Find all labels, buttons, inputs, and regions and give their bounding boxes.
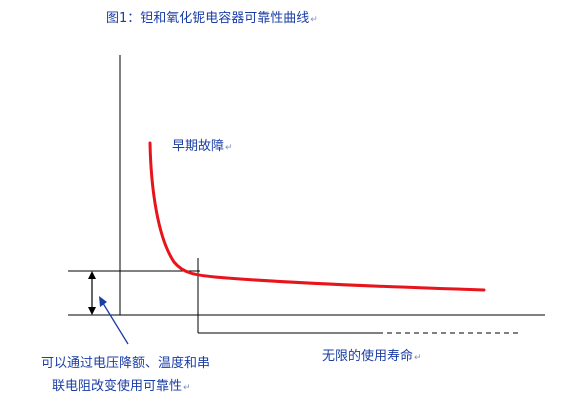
return-mark-icon: ↵ <box>414 353 422 363</box>
range-arrow-head-up <box>88 271 96 279</box>
pointer-arrow-shaft <box>100 299 129 345</box>
early-failure-label: 早期故障↵ <box>172 139 233 154</box>
unlimited-life-label: 无限的使用寿命↵ <box>322 349 422 364</box>
return-mark-icon: ↵ <box>225 143 233 153</box>
derating-note-line2: 联电阻改变使用可靠性↵ <box>52 379 191 394</box>
chart-title: 图1：钽和氧化铌电容器可靠性曲线↵ <box>106 11 318 26</box>
return-mark-icon: ↵ <box>310 15 318 25</box>
return-mark-icon: ↵ <box>183 383 191 393</box>
pointer-arrow-head <box>99 296 107 307</box>
range-arrow-head-down <box>88 307 96 315</box>
derating-note-line1: 可以通过电压降额、温度和串 <box>41 356 211 371</box>
reliability-curve <box>148 141 486 292</box>
